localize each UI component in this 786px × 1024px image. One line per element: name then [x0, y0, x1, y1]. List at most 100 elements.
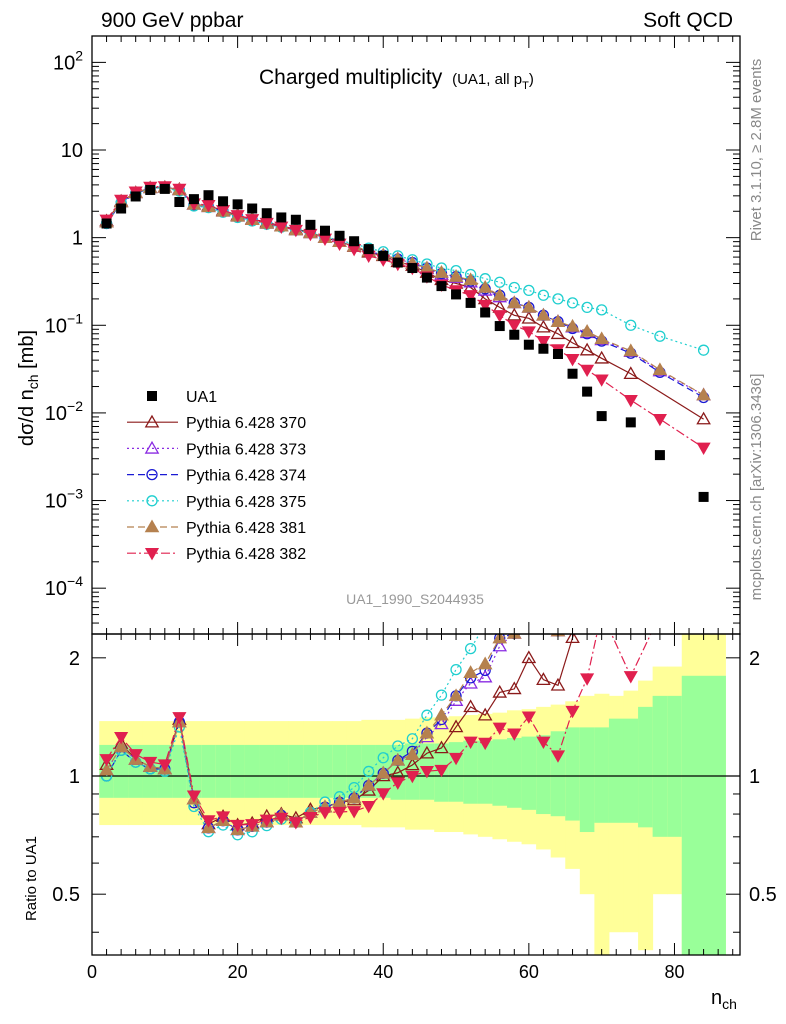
series-point	[594, 350, 609, 364]
ratio-point	[434, 707, 449, 721]
ratio-point	[521, 711, 536, 724]
y-tick-exponent: −3	[67, 486, 83, 502]
legend-entry: Pythia 6.428 381	[127, 519, 306, 537]
legend-marker	[146, 468, 158, 481]
series-point	[492, 310, 507, 323]
ratio-point	[99, 762, 114, 776]
series-point	[507, 320, 522, 333]
series-point	[245, 214, 260, 227]
series-point	[625, 319, 637, 331]
header-right: Soft QCD	[643, 9, 733, 32]
ratio-point	[478, 737, 493, 751]
uncertainty-band-inner	[594, 727, 610, 823]
ratio-point	[464, 642, 477, 655]
y-tick-exponent: 2	[75, 47, 83, 63]
ratio-point	[507, 728, 522, 741]
ratio-point	[434, 764, 449, 778]
series-point	[696, 411, 711, 425]
data-point	[552, 349, 563, 360]
y-tick-base: 10	[45, 491, 67, 513]
ratio-point	[361, 801, 376, 814]
series-point	[536, 319, 551, 333]
data-point	[290, 214, 301, 225]
uncertainty-band-inner	[303, 744, 319, 798]
ratio-point	[581, 500, 593, 511]
series-point	[477, 279, 493, 293]
ratio-point	[435, 689, 448, 701]
series-6	[99, 181, 711, 455]
uncertainty-band-inner	[579, 727, 595, 833]
series-point	[579, 323, 595, 337]
data-point	[407, 263, 418, 274]
ratio-point	[377, 752, 389, 764]
data-point	[451, 289, 462, 300]
series-point	[201, 199, 216, 213]
ratio-point	[390, 777, 405, 790]
series-point	[523, 284, 535, 297]
ratio-point	[595, 608, 607, 619]
ratio-point	[581, 506, 593, 517]
uncertainty-band-inner	[507, 737, 523, 808]
ratio-point	[565, 634, 580, 644]
ratio-point	[595, 511, 607, 522]
y-tick-label: 10−4	[45, 573, 83, 600]
ratio-point	[332, 806, 347, 820]
legend-marker	[144, 548, 160, 561]
ratio-point	[172, 712, 187, 725]
series-line	[106, 187, 704, 351]
legend-label: Pythia 6.428 370	[186, 415, 306, 432]
data-point	[363, 244, 374, 255]
ratio-point	[303, 811, 318, 825]
series-point	[508, 281, 520, 294]
ratio-point	[448, 752, 464, 766]
legend-marker	[146, 495, 158, 507]
series-point	[172, 183, 187, 197]
data-point	[276, 212, 287, 223]
ratio-point	[157, 759, 172, 772]
y-axis-label-sub: ch	[25, 374, 41, 389]
legend-label: Pythia 6.428 374	[186, 468, 306, 485]
ratio-point	[492, 722, 507, 736]
ratio-panel	[92, 326, 740, 955]
data-point	[319, 225, 330, 236]
legend-marker	[144, 414, 160, 428]
y-tick-base: 10	[45, 578, 67, 600]
uncertainty-band-inner	[652, 695, 668, 837]
uncertainty-band-inner	[113, 744, 129, 798]
y-tick-label: 10	[61, 140, 83, 162]
ratio-point	[524, 528, 534, 538]
data-point	[392, 257, 403, 268]
uncertainty-band-inner	[201, 744, 217, 798]
chart-title-note-close: )	[529, 71, 534, 88]
series-point	[579, 342, 595, 356]
y-tick-base: 10	[45, 403, 67, 425]
uncertainty-band-inner	[288, 744, 304, 798]
ratio-point	[699, 326, 709, 336]
series-line	[106, 186, 704, 420]
y-tick-label: 10−2	[45, 398, 83, 425]
ratio-point	[448, 719, 464, 733]
ratio-point	[581, 584, 593, 595]
ratio-point	[363, 765, 375, 778]
uncertainty-band-inner	[259, 744, 275, 798]
y-axis-label-ratio: Ratio to UA1	[23, 836, 40, 921]
y-tick-base: 10	[61, 140, 83, 162]
series-point	[463, 272, 478, 286]
ratio-point	[128, 749, 143, 762]
data-point	[625, 417, 636, 428]
data-point	[596, 411, 607, 422]
ratio-point	[550, 750, 566, 763]
ratio-point	[536, 736, 551, 750]
x-tick-label: 0	[87, 962, 97, 982]
series-point	[521, 326, 536, 339]
ratio-point	[565, 705, 580, 719]
ratio-point	[536, 672, 551, 685]
ratio-point	[274, 812, 289, 826]
ratio-point	[376, 788, 391, 801]
series-point	[696, 442, 711, 455]
uncertainty-band-inner	[608, 718, 625, 823]
data-point	[261, 208, 272, 219]
series-point	[288, 224, 303, 238]
legend-entry: Pythia 6.428 382	[127, 546, 306, 563]
